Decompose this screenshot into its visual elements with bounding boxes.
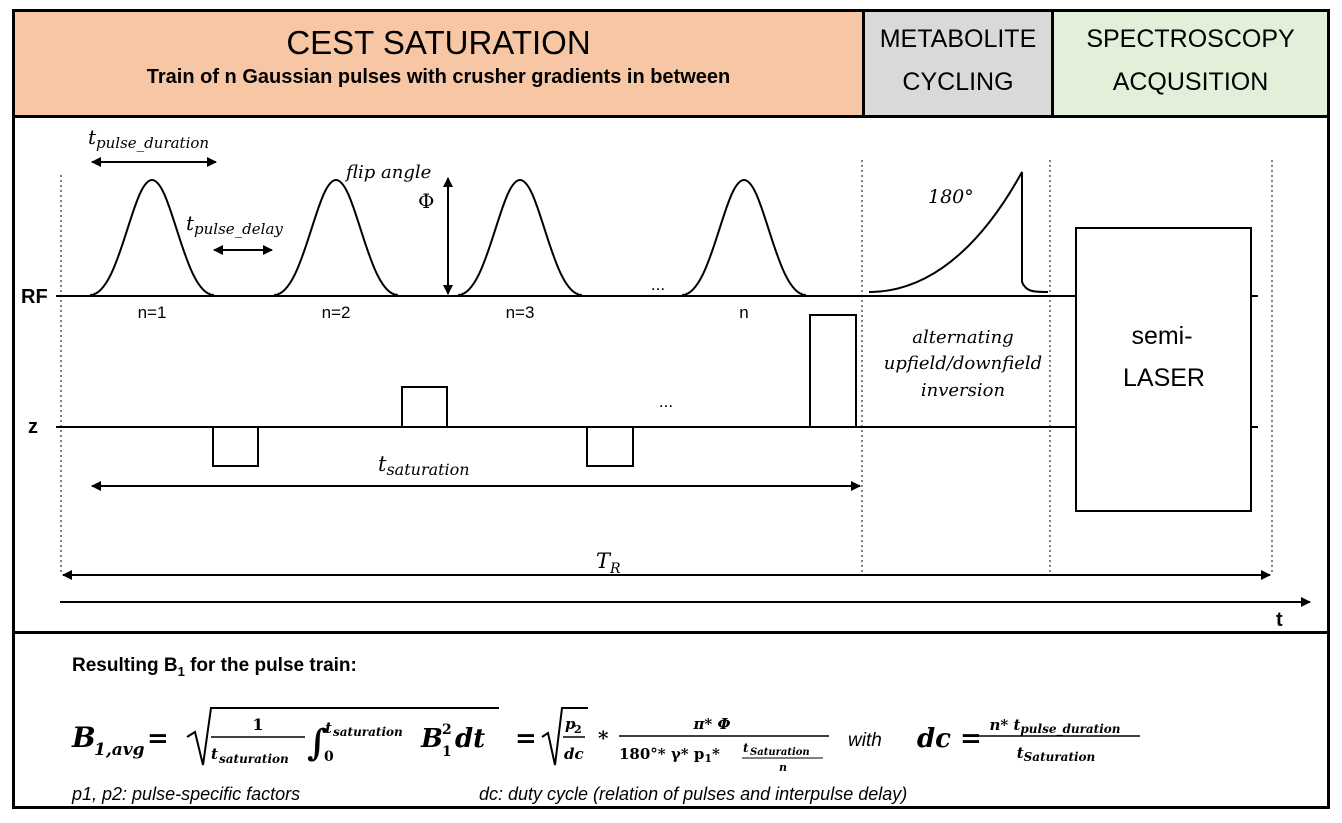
svg-text:p: p: [565, 715, 576, 733]
gaussian-pulse-1: [89, 178, 215, 296]
svg-text:=: =: [147, 724, 169, 754]
pulse-label-n: n: [739, 303, 748, 322]
svg-text:=: =: [960, 724, 982, 754]
crusher-gradient-1: [212, 426, 259, 467]
svg-text:2: 2: [442, 722, 452, 738]
z-ellipsis: ...: [659, 392, 673, 411]
svg-text:B: B: [420, 724, 443, 754]
svg-text:n* tpulse_duration: n* tpulse_duration: [989, 716, 1120, 737]
formula-svg: Resulting B1 for the pulse train: B 1,av…: [71, 655, 1140, 804]
saturation-label: tsaturation: [378, 452, 470, 479]
svg-text:=: =: [515, 724, 537, 754]
formula-heading: Resulting B1 for the pulse train:: [72, 655, 357, 679]
spoiler-gradient: [809, 314, 857, 428]
inversion-text-3: inversion: [921, 380, 1005, 401]
inversion-text-1: alternating: [912, 327, 1013, 348]
figure-frame: CEST SATURATION Train of n Gaussian puls…: [12, 9, 1330, 809]
semi-laser-line1: semi-: [1131, 322, 1192, 350]
svg-text:t: t: [325, 719, 332, 737]
pulse-duration-label: tpulse_duration: [88, 125, 209, 152]
note-duty-cycle: dc: duty cycle (relation of pulses and i…: [479, 784, 907, 804]
svg-text:Saturation: Saturation: [750, 747, 810, 758]
svg-text:1,avg: 1,avg: [94, 740, 145, 760]
note-pulse-factors: p1, p2: pulse-specific factors: [71, 784, 300, 804]
svg-text:∫: ∫: [307, 722, 328, 764]
tr-label: TR: [596, 549, 621, 577]
semi-laser-line2: LASER: [1123, 364, 1205, 392]
svg-text:180°* γ* p1*: 180°* γ* p1*: [619, 745, 720, 765]
svg-text:0: 0: [324, 749, 334, 765]
inversion-pulse: [868, 171, 1049, 293]
cest-subtitle: Train of n Gaussian pulses with crusher …: [146, 66, 731, 88]
svg-text:π* Φ: π* Φ: [692, 715, 730, 733]
rf-label: RF: [21, 286, 48, 308]
svg-text:1: 1: [252, 715, 263, 734]
pulse-label-3: n=3: [506, 303, 535, 322]
svg-text:B: B: [71, 721, 96, 754]
metabolite-line2: CYCLING: [902, 68, 1014, 96]
svg-text:dc: dc: [917, 724, 951, 754]
crusher-gradient-3: [586, 426, 634, 467]
with-word: with: [848, 730, 882, 751]
pulse-label-1: n=1: [138, 303, 167, 322]
header-spectroscopy-acquisition: SPECTROSCOPY ACQUSITION: [1054, 12, 1327, 115]
svg-text:t: t: [211, 745, 218, 763]
phi-label: Φ: [418, 189, 434, 213]
header-metabolite-cycling: METABOLITE CYCLING: [865, 12, 1054, 115]
gaussian-pulse-3: [457, 178, 583, 296]
time-axis-label: t: [1276, 609, 1283, 631]
svg-text:t: t: [743, 741, 749, 755]
gaussian-pulse-2: [273, 178, 399, 296]
formula-section: Resulting B1 for the pulse train: B 1,av…: [15, 634, 1327, 806]
pulse-label-2: n=2: [322, 303, 351, 322]
inversion-text-2: upfield/downfield: [884, 353, 1042, 374]
rf-ellipsis: ...: [651, 275, 665, 294]
semi-laser-box: [1075, 227, 1252, 512]
flip-angle-label: flip angle: [344, 162, 431, 183]
gaussian-pulse-n: [681, 178, 807, 296]
cest-title: CEST SATURATION: [286, 24, 591, 61]
pulse-delay-label: tpulse_delay: [186, 211, 283, 238]
svg-text:saturation: saturation: [219, 752, 289, 766]
z-label: z: [28, 416, 38, 438]
crusher-gradient-2: [401, 386, 448, 428]
svg-text:1: 1: [442, 744, 452, 760]
metabolite-line1: METABOLITE: [879, 25, 1037, 53]
svg-text:2: 2: [574, 723, 582, 736]
svg-text:saturation: saturation: [333, 725, 403, 739]
svg-text:dt: dt: [455, 724, 485, 754]
spectroscopy-line1: SPECTROSCOPY: [1086, 25, 1295, 53]
svg-text:*: *: [598, 726, 609, 750]
section-boundaries: [60, 160, 1273, 572]
header-cest-saturation: CEST SATURATION Train of n Gaussian puls…: [15, 12, 865, 115]
svg-text:n: n: [779, 761, 787, 774]
spectroscopy-line2: ACQUSITION: [1112, 68, 1269, 96]
b1-equation: B 1,avg = 1 t saturation ∫ 0 t saturatio…: [71, 707, 1140, 774]
inversion-angle-label: 180°: [928, 186, 974, 208]
svg-text:dc: dc: [564, 745, 584, 763]
header-divider: [15, 115, 1327, 118]
formula-divider: [15, 631, 1327, 634]
